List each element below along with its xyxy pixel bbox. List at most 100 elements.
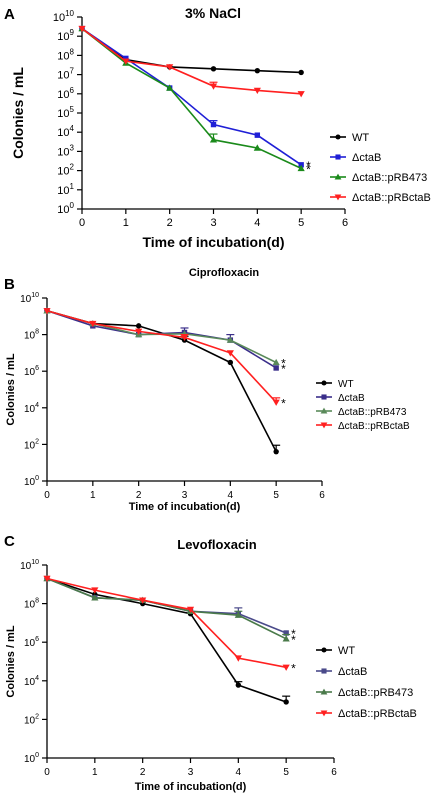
series-line bbox=[46, 577, 287, 669]
legend-label: ΔctaB bbox=[352, 152, 381, 164]
x-tick-label: 6 bbox=[342, 217, 348, 229]
y-tick-label: 100 bbox=[57, 201, 74, 216]
data-point bbox=[226, 350, 234, 357]
legend-label: ΔctaB bbox=[338, 666, 367, 678]
y-tick-label: 106 bbox=[24, 636, 39, 649]
panel-a: A 3% NaCl 0 1 2 3 4 5 6 100 101 102 103 104 105 106 107 1… bbox=[4, 5, 431, 250]
series-line bbox=[81, 27, 302, 95]
data-point bbox=[139, 597, 147, 604]
data-point bbox=[123, 55, 129, 62]
legend-marker bbox=[334, 173, 342, 180]
series-line bbox=[46, 310, 277, 403]
panel-b: B Ciprofloxacin 0 1 2 3 4 5 6 100 102 104 106 108 1010… bbox=[4, 267, 410, 513]
chart-title: 3% NaCl bbox=[185, 5, 241, 21]
data-point bbox=[166, 64, 174, 71]
data-point bbox=[43, 308, 51, 315]
legend-label: WT bbox=[352, 132, 369, 144]
legend-marker bbox=[320, 422, 328, 429]
legend-label: ΔctaB::pRBctaB bbox=[338, 421, 410, 432]
data-point bbox=[273, 448, 279, 455]
data-point bbox=[253, 144, 261, 151]
y-tick-label: 100 bbox=[24, 752, 39, 765]
data-point bbox=[43, 575, 51, 583]
data-point bbox=[209, 83, 218, 90]
panel-c: C Levofloxacin 0 1 2 3 4 5 6 100 102 104 106 108 1010 T… bbox=[4, 533, 417, 793]
y-tick-label: 102 bbox=[24, 713, 39, 726]
data-point bbox=[227, 359, 234, 366]
legend-marker bbox=[334, 194, 342, 201]
y-axis-label: Colonies / mL bbox=[5, 625, 17, 697]
significance-mark: * bbox=[281, 362, 286, 376]
x-tick-label: 5 bbox=[298, 217, 304, 229]
data-point bbox=[272, 399, 280, 406]
x-tick-label: 1 bbox=[92, 767, 98, 778]
data-point bbox=[135, 328, 143, 335]
data-point bbox=[298, 69, 304, 76]
x-tick-label: 1 bbox=[123, 217, 129, 229]
data-point bbox=[283, 699, 289, 705]
series-0 bbox=[44, 575, 291, 705]
legend-label: ΔctaB::pRB473 bbox=[338, 687, 413, 699]
data-point bbox=[234, 655, 242, 662]
data-point bbox=[166, 84, 174, 91]
y-tick-label: 105 bbox=[57, 105, 74, 120]
data-point bbox=[226, 336, 234, 343]
significance-mark: * bbox=[306, 159, 311, 173]
x-tick-label: 4 bbox=[228, 490, 234, 501]
data-point bbox=[254, 132, 261, 138]
y-tick-label: 103 bbox=[57, 143, 74, 158]
series-line bbox=[81, 27, 302, 170]
x-tick-label: 4 bbox=[254, 217, 260, 229]
significance-mark: * bbox=[291, 633, 296, 647]
series-line bbox=[46, 310, 277, 369]
series-3 bbox=[78, 25, 305, 98]
significance-mark: * bbox=[291, 661, 296, 675]
data-point bbox=[283, 630, 289, 636]
x-axis-label: Time of incubation(d) bbox=[129, 501, 241, 513]
data-point bbox=[209, 136, 218, 143]
y-tick-label: 108 bbox=[24, 329, 39, 342]
series-line bbox=[46, 310, 277, 453]
y-tick-label: 1010 bbox=[20, 292, 39, 305]
y-tick-label: 102 bbox=[57, 163, 74, 178]
series-line bbox=[81, 27, 302, 74]
legend-label: ΔctaB::pRB473 bbox=[338, 407, 407, 418]
series-line bbox=[46, 577, 287, 703]
x-axis-label: Time of incubation(d) bbox=[142, 234, 284, 250]
y-tick-label: 106 bbox=[57, 86, 74, 101]
legend-marker bbox=[321, 380, 327, 386]
significance-mark: * bbox=[291, 627, 296, 641]
series-3: * bbox=[43, 308, 286, 410]
y-axis-label: Colonies / mL bbox=[5, 353, 17, 425]
data-point bbox=[91, 587, 99, 594]
y-tick-label: 108 bbox=[24, 598, 39, 611]
data-point bbox=[210, 66, 217, 72]
y-tick-label: 104 bbox=[57, 124, 74, 139]
data-point bbox=[282, 664, 290, 671]
y-axis-label: Colonies / mL bbox=[10, 67, 26, 159]
legend-label: ΔctaB::pRBctaB bbox=[352, 192, 431, 204]
y-tick-label: 104 bbox=[24, 675, 39, 688]
x-tick-label: 3 bbox=[182, 490, 188, 501]
y-tick-label: 109 bbox=[57, 28, 74, 43]
data-point bbox=[254, 67, 261, 74]
legend-marker bbox=[335, 154, 341, 160]
significance-mark: * bbox=[281, 356, 286, 370]
legend-label: WT bbox=[338, 645, 355, 657]
legend-label: ΔctaB bbox=[338, 393, 365, 404]
data-point bbox=[91, 594, 99, 601]
series-3: * bbox=[43, 575, 296, 675]
x-tick-label: 1 bbox=[90, 490, 96, 501]
y-tick-label: 101 bbox=[57, 182, 74, 197]
legend-marker bbox=[321, 668, 327, 674]
x-tick-label: 0 bbox=[44, 767, 50, 778]
series-line bbox=[46, 577, 287, 640]
x-tick-label: 4 bbox=[236, 767, 242, 778]
series-line bbox=[46, 310, 277, 364]
series-1: * bbox=[44, 575, 296, 641]
data-point bbox=[186, 606, 195, 614]
data-point bbox=[78, 25, 86, 33]
legend-marker bbox=[321, 647, 327, 653]
legend-marker bbox=[321, 394, 327, 400]
